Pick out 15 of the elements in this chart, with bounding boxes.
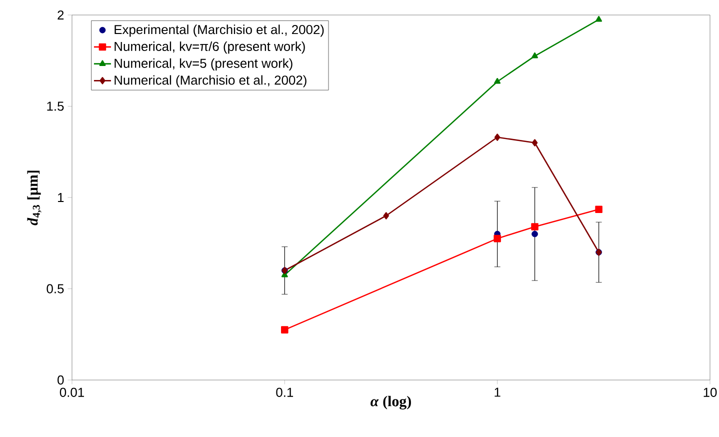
x-tick-label: 0.01 (60, 388, 84, 397)
x-tick-label: 10 (704, 388, 717, 397)
y-tick-label: 0 (58, 375, 64, 385)
y-tick-label: 1.5 (47, 102, 64, 111)
legend-label: Experimental (Marchisio et al., 2002) (114, 24, 324, 37)
y-tick-label: 0.5 (46, 284, 64, 294)
legend-label: Numerical, kv=π/6 (present work) (114, 42, 305, 54)
y-tick-label: 2 (58, 10, 64, 20)
y-tick-label: 1 (58, 193, 64, 202)
legend-label: Numerical, kv=5 (present work) (114, 58, 292, 70)
x-axis-title: α (log) (370, 396, 411, 410)
y-axis-title: d$_{4,3}$ [μm] (27, 170, 42, 226)
legend-label: Numerical (Marchisio et al., 2002) (114, 75, 306, 88)
x-tick-label: 1 (494, 388, 500, 397)
x-tick-label: 0.1 (276, 388, 294, 397)
